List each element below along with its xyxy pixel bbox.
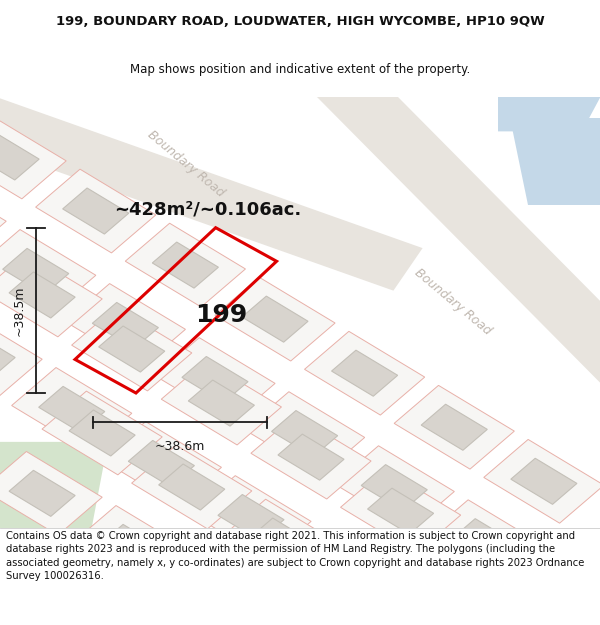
Polygon shape [0, 442, 108, 537]
Polygon shape [510, 119, 600, 205]
Polygon shape [248, 518, 314, 564]
Polygon shape [161, 361, 281, 445]
Text: Boundary Road: Boundary Road [412, 266, 494, 338]
Polygon shape [421, 404, 487, 450]
Polygon shape [221, 499, 341, 583]
Polygon shape [0, 134, 39, 180]
Polygon shape [457, 542, 523, 588]
Polygon shape [65, 284, 185, 368]
Polygon shape [368, 488, 434, 534]
Polygon shape [332, 350, 398, 396]
Polygon shape [2, 248, 69, 294]
Polygon shape [42, 391, 162, 475]
Polygon shape [0, 176, 6, 259]
Text: Map shows position and indicative extent of the property.: Map shows position and indicative extent… [130, 63, 470, 76]
Polygon shape [305, 331, 425, 415]
Polygon shape [251, 415, 371, 499]
Polygon shape [0, 93, 422, 291]
Polygon shape [394, 386, 514, 469]
Polygon shape [155, 338, 275, 421]
Polygon shape [188, 380, 254, 426]
Polygon shape [547, 596, 600, 625]
Text: Boundary Road: Boundary Road [145, 128, 227, 199]
Polygon shape [311, 553, 431, 625]
Text: Contains OS data © Crown copyright and database right 2021. This information is : Contains OS data © Crown copyright and d… [6, 531, 584, 581]
Polygon shape [71, 506, 192, 589]
Polygon shape [397, 602, 463, 625]
Polygon shape [218, 494, 284, 541]
Polygon shape [498, 75, 600, 131]
Polygon shape [511, 458, 577, 504]
Text: 199: 199 [194, 302, 247, 327]
Polygon shape [341, 469, 461, 553]
Text: 199, BOUNDARY ROAD, LOUDWATER, HIGH WYCOMBE, HP10 9QW: 199, BOUNDARY ROAD, LOUDWATER, HIGH WYCO… [56, 15, 544, 28]
Polygon shape [182, 356, 248, 402]
Polygon shape [484, 439, 600, 523]
Polygon shape [245, 392, 365, 476]
Polygon shape [401, 608, 521, 625]
Text: ~428m²/~0.106ac.: ~428m²/~0.106ac. [114, 200, 301, 218]
Polygon shape [0, 229, 96, 313]
Text: ~38.6m: ~38.6m [155, 440, 205, 452]
Polygon shape [0, 332, 15, 378]
Polygon shape [0, 314, 42, 398]
Polygon shape [62, 188, 129, 234]
Polygon shape [520, 578, 600, 625]
Polygon shape [191, 476, 311, 559]
Polygon shape [281, 530, 401, 613]
Polygon shape [131, 445, 252, 529]
Polygon shape [69, 410, 135, 456]
Polygon shape [98, 326, 165, 372]
Polygon shape [251, 614, 371, 625]
Polygon shape [334, 446, 454, 529]
Polygon shape [188, 578, 254, 624]
Polygon shape [272, 411, 338, 457]
Polygon shape [128, 441, 194, 486]
Polygon shape [430, 523, 550, 607]
Polygon shape [35, 169, 156, 253]
Polygon shape [424, 500, 544, 584]
Polygon shape [338, 572, 404, 618]
Polygon shape [125, 223, 245, 307]
Polygon shape [98, 524, 165, 571]
Polygon shape [92, 302, 158, 349]
Polygon shape [361, 464, 427, 511]
Polygon shape [152, 242, 218, 288]
Polygon shape [0, 115, 66, 199]
Text: ~38.5m: ~38.5m [13, 285, 26, 336]
Polygon shape [308, 549, 374, 594]
Polygon shape [101, 422, 221, 506]
Polygon shape [71, 307, 192, 391]
Polygon shape [215, 278, 335, 361]
Polygon shape [0, 253, 102, 337]
Polygon shape [9, 272, 75, 318]
Polygon shape [38, 386, 105, 432]
Polygon shape [242, 296, 308, 342]
Polygon shape [11, 368, 132, 451]
Polygon shape [0, 451, 102, 535]
Polygon shape [309, 61, 600, 404]
Polygon shape [370, 584, 490, 625]
Polygon shape [161, 559, 281, 625]
Polygon shape [278, 434, 344, 480]
Polygon shape [158, 464, 225, 510]
Polygon shape [9, 471, 75, 516]
Polygon shape [451, 519, 517, 565]
